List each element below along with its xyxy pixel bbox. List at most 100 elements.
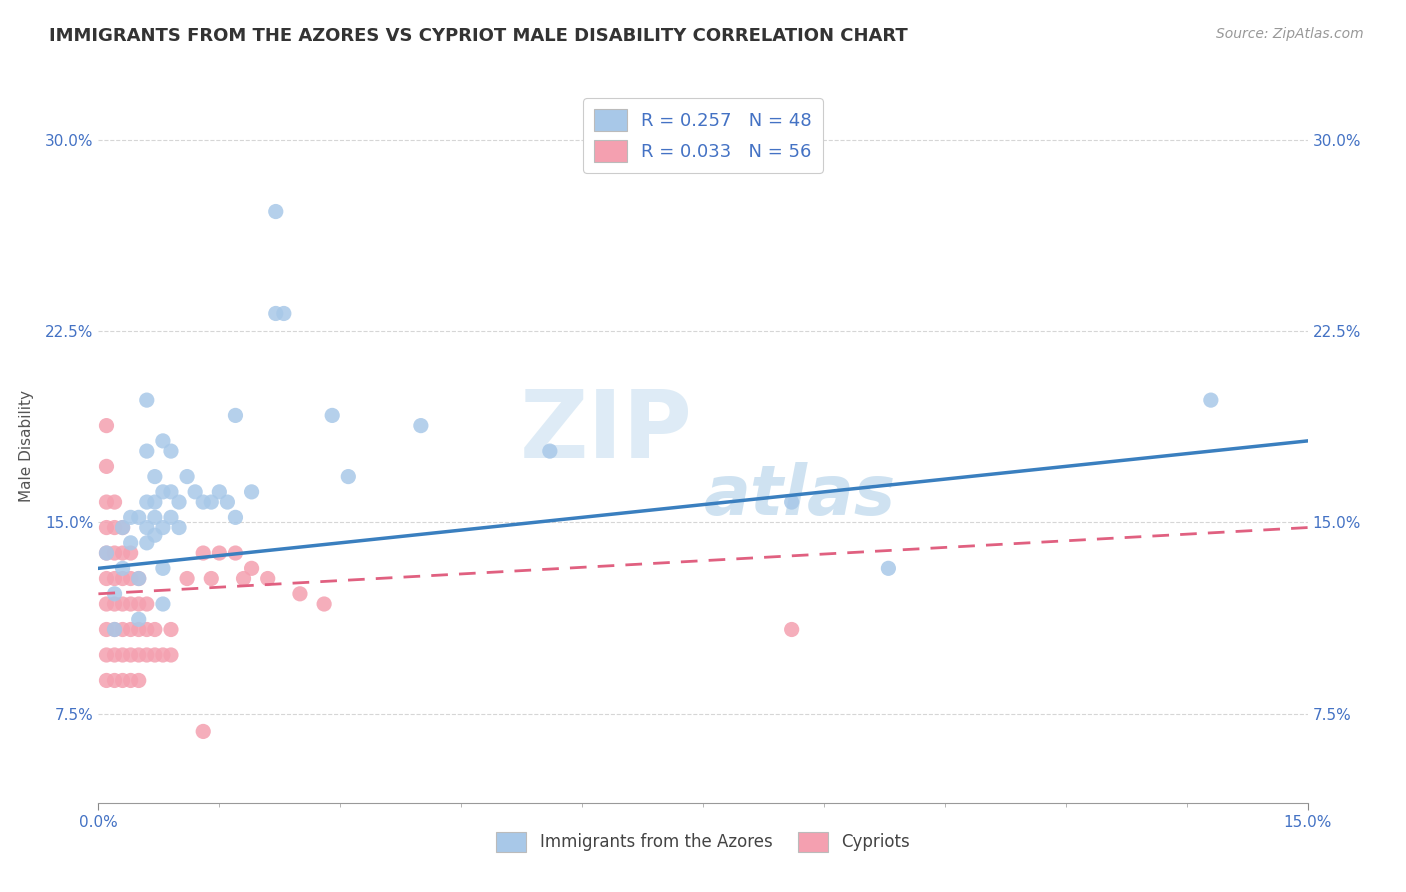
Point <box>120 648 142 662</box>
Point <box>128 648 150 662</box>
Point <box>103 648 125 662</box>
Point <box>143 623 166 637</box>
Point <box>103 495 125 509</box>
Point <box>152 484 174 499</box>
Point <box>111 597 134 611</box>
Point <box>256 572 278 586</box>
Point <box>120 536 142 550</box>
Point <box>264 306 287 320</box>
Point <box>273 306 295 320</box>
Point <box>232 572 254 586</box>
Point <box>135 623 157 637</box>
Point <box>111 520 134 534</box>
Point <box>217 495 239 509</box>
Point <box>96 459 118 474</box>
Point <box>780 623 803 637</box>
Point <box>135 444 157 458</box>
Point <box>120 673 142 688</box>
Point <box>200 572 222 586</box>
Point <box>314 597 336 611</box>
Point <box>111 673 134 688</box>
Point <box>96 597 118 611</box>
Point <box>96 623 118 637</box>
Point <box>111 546 134 560</box>
Point <box>152 520 174 534</box>
Point <box>240 561 263 575</box>
Point <box>96 648 118 662</box>
Point <box>96 546 118 560</box>
Point <box>240 484 263 499</box>
Point <box>135 495 157 509</box>
Point <box>135 520 157 534</box>
Point <box>288 587 311 601</box>
Point <box>208 484 231 499</box>
Point <box>120 597 142 611</box>
Point <box>167 520 190 534</box>
Point <box>193 495 215 509</box>
Point <box>96 418 118 433</box>
Point <box>224 546 246 560</box>
Point <box>143 510 166 524</box>
Text: Source: ZipAtlas.com: Source: ZipAtlas.com <box>1216 27 1364 41</box>
Point <box>143 648 166 662</box>
Point <box>111 623 134 637</box>
Point <box>224 409 246 423</box>
Point <box>152 434 174 448</box>
Point <box>120 510 142 524</box>
Point <box>208 546 231 560</box>
Point <box>96 673 118 688</box>
Text: ZIP: ZIP <box>520 385 693 478</box>
Point <box>538 444 561 458</box>
Point <box>184 484 207 499</box>
Point <box>200 495 222 509</box>
Point <box>111 572 134 586</box>
Y-axis label: Male Disability: Male Disability <box>18 390 34 502</box>
Point <box>780 495 803 509</box>
Point <box>103 572 125 586</box>
Point <box>103 623 125 637</box>
Point <box>877 561 900 575</box>
Point <box>128 673 150 688</box>
Point <box>176 572 198 586</box>
Point <box>152 597 174 611</box>
Point <box>143 495 166 509</box>
Point <box>135 597 157 611</box>
Point <box>120 572 142 586</box>
Point <box>103 597 125 611</box>
Point <box>337 469 360 483</box>
Point <box>128 597 150 611</box>
Point <box>143 469 166 483</box>
Point <box>128 510 150 524</box>
Point <box>128 612 150 626</box>
Point <box>143 528 166 542</box>
Point <box>160 510 183 524</box>
Point <box>193 724 215 739</box>
Legend: Immigrants from the Azores, Cypriots: Immigrants from the Azores, Cypriots <box>489 825 917 859</box>
Point <box>111 561 134 575</box>
Point <box>96 520 118 534</box>
Point <box>128 572 150 586</box>
Point <box>135 393 157 408</box>
Point <box>128 572 150 586</box>
Point <box>103 587 125 601</box>
Point <box>135 536 157 550</box>
Point <box>176 469 198 483</box>
Point <box>321 409 343 423</box>
Point <box>120 623 142 637</box>
Point <box>103 546 125 560</box>
Point <box>152 561 174 575</box>
Point <box>128 623 150 637</box>
Point <box>96 572 118 586</box>
Point <box>160 648 183 662</box>
Point <box>160 484 183 499</box>
Point <box>120 546 142 560</box>
Point <box>1199 393 1222 408</box>
Point <box>193 546 215 560</box>
Point <box>160 623 183 637</box>
Point <box>96 495 118 509</box>
Point <box>111 648 134 662</box>
Point <box>103 520 125 534</box>
Point <box>103 673 125 688</box>
Point <box>409 418 432 433</box>
Point <box>167 495 190 509</box>
